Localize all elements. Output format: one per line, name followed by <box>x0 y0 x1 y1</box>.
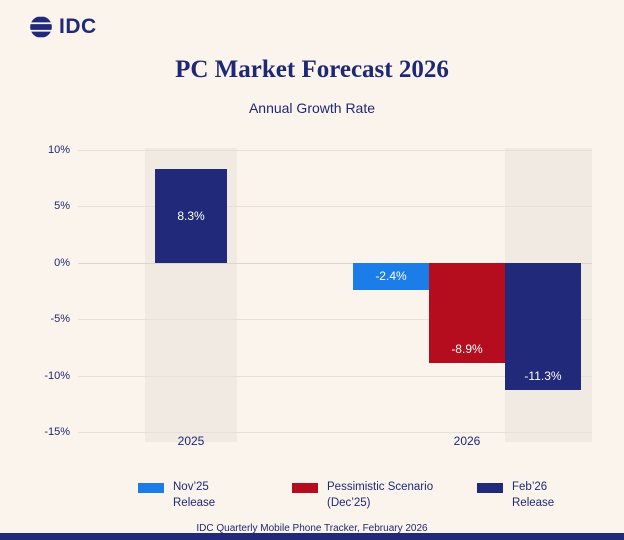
legend-label-line1: Nov’25 <box>173 481 209 493</box>
bar-value-label: -2.4% <box>375 269 407 284</box>
legend-label-line2: Release <box>512 497 555 509</box>
legend-label: Feb’26 Release <box>512 479 554 511</box>
y-tick-label: -10% <box>44 369 70 382</box>
gridline <box>78 206 592 208</box>
plot-area: 10% 5% 0% -5% -10% -15% 8.3% -2.4% -8.9% -11.3% 20… <box>44 144 592 448</box>
x-axis-label: 2025 <box>177 434 205 448</box>
bar-2026-blue: -2.4% <box>353 262 429 290</box>
idc-logo-mark-icon <box>28 14 54 40</box>
legend-swatch <box>138 483 164 493</box>
idc-logo: IDC <box>28 14 97 40</box>
footer-strip <box>0 533 624 540</box>
legend-item-1: Nov’25 Release <box>138 479 215 511</box>
gridline <box>78 150 592 151</box>
legend-label-line2: Release <box>173 497 216 509</box>
bar-2026-red: -8.9% <box>429 262 505 364</box>
idc-logo-text: IDC <box>59 15 97 38</box>
legend-item-2: Pessimistic Scenario (Dec’25) <box>292 479 433 511</box>
gridline <box>78 262 592 264</box>
gridline <box>78 319 592 321</box>
y-tick-label: 0% <box>54 256 70 269</box>
bar-2026-navy: -11.3% <box>505 262 581 391</box>
legend-label-line2: (Dec’25) <box>327 497 371 509</box>
legend-swatch <box>477 483 503 493</box>
y-tick-label: -15% <box>44 426 70 438</box>
chart-legend: Nov’25 Release Pessimistic Scenario (Dec’25… <box>0 479 624 519</box>
bar-value-label: 8.3% <box>177 208 205 223</box>
gridline <box>78 432 592 433</box>
x-axis-label: 2026 <box>453 434 481 448</box>
legend-label: Pessimistic Scenario (Dec’25) <box>327 479 433 511</box>
y-tick-label: -5% <box>50 313 70 326</box>
bar-2025-navy: 8.3% <box>155 169 227 263</box>
y-tick-label: 5% <box>54 200 70 213</box>
gridline <box>78 375 592 377</box>
legend-swatch <box>292 483 318 493</box>
source-note: IDC Quarterly Mobile Phone Tracker, Febr… <box>196 523 428 534</box>
page-title: PC Market Forecast 2026 <box>175 56 449 83</box>
legend-label-line1: Feb’26 <box>512 481 548 493</box>
y-tick-label: 10% <box>47 144 70 156</box>
legend-item-3: Feb’26 Release <box>477 479 554 511</box>
legend-label-line1: Pessimistic Scenario <box>327 481 434 493</box>
legend-label: Nov’25 Release <box>173 479 215 511</box>
bar-value-label: -11.3% <box>524 369 562 384</box>
chart-subtitle: Annual Growth Rate <box>248 100 376 116</box>
bar-value-label: -8.9% <box>451 342 483 357</box>
